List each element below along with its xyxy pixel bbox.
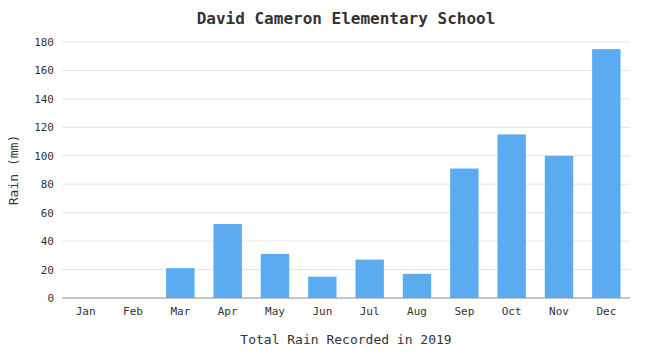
bar xyxy=(403,274,431,298)
x-tick-label: Jan xyxy=(76,305,96,318)
grid-line xyxy=(62,70,630,71)
x-tick-label: Sep xyxy=(454,305,474,318)
x-tick-label: Oct xyxy=(502,305,522,318)
bar xyxy=(308,277,336,298)
y-tick-label: 100 xyxy=(34,150,54,163)
bar xyxy=(497,134,525,298)
y-tick-label: 40 xyxy=(41,235,54,248)
x-tick-label: May xyxy=(265,305,285,318)
x-tick-label: Feb xyxy=(123,305,143,318)
bar xyxy=(545,156,573,298)
y-tick-label: 140 xyxy=(34,93,54,106)
x-axis-line xyxy=(62,298,630,299)
chart: David Cameron Elementary School 0 20 40 60 80… xyxy=(0,0,650,360)
bar xyxy=(261,254,289,298)
x-tick-label: Jun xyxy=(312,305,332,318)
y-tick-label: 60 xyxy=(41,207,54,220)
grid xyxy=(62,42,630,298)
bars xyxy=(166,49,620,298)
x-axis-label: Total Rain Recorded in 2019 xyxy=(240,332,451,347)
x-tick-label: Apr xyxy=(218,305,238,318)
x-tick-label: Jul xyxy=(360,305,380,318)
y-tick-label: 160 xyxy=(34,64,54,77)
bar xyxy=(592,49,620,298)
grid-line xyxy=(62,98,630,99)
chart-container: David Cameron Elementary School 0 20 40 60 80… xyxy=(0,0,650,360)
x-tick-label: Dec xyxy=(596,305,616,318)
bar xyxy=(355,260,383,298)
title: David Cameron Elementary School xyxy=(197,9,496,28)
y-tick-label: 80 xyxy=(41,178,54,191)
grid-line xyxy=(62,298,630,299)
y-tick-label: 0 xyxy=(47,292,54,305)
bar xyxy=(213,224,241,298)
y-tick-label: 20 xyxy=(41,264,54,277)
x-tick-label: Mar xyxy=(170,305,190,318)
bar xyxy=(166,268,194,298)
grid-line xyxy=(62,127,630,128)
grid-line xyxy=(62,42,630,43)
x-tick-label: Aug xyxy=(407,305,427,318)
y-tick-label: 180 xyxy=(34,36,54,49)
x-tick-label: Nov xyxy=(549,305,569,318)
y-axis-label: Rain (mm) xyxy=(6,135,21,205)
y-tick-label: 120 xyxy=(34,121,54,134)
bar xyxy=(450,169,478,298)
